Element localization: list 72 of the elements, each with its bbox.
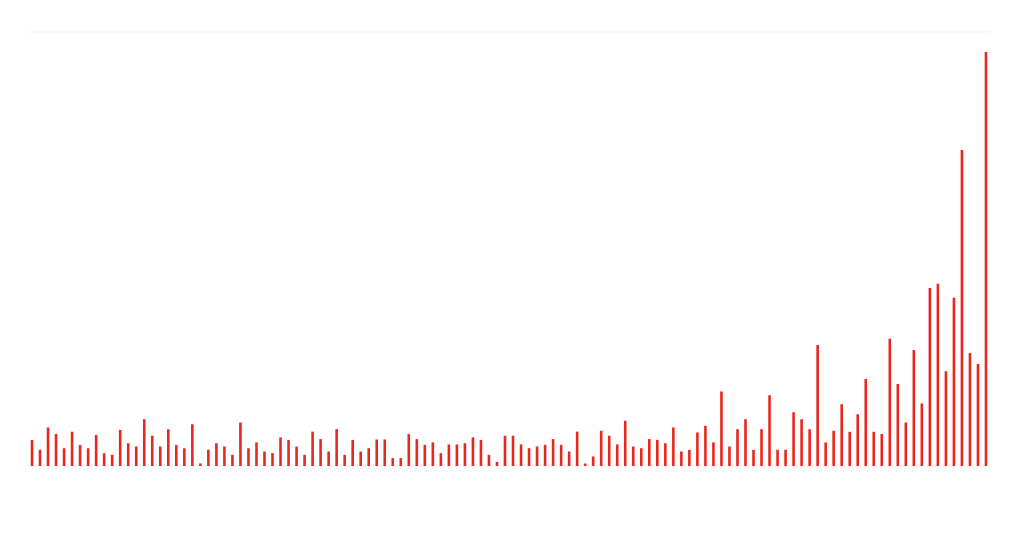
bar (664, 443, 667, 466)
bar (816, 345, 819, 466)
bar (223, 446, 226, 466)
bar (639, 448, 643, 466)
bar (615, 444, 619, 466)
bar (239, 422, 242, 466)
bar (391, 458, 395, 466)
bar (888, 338, 892, 466)
bar (856, 414, 860, 466)
bar (712, 442, 715, 466)
bar (319, 439, 322, 466)
bar (872, 431, 876, 466)
bar (175, 444, 178, 466)
bar (696, 432, 699, 466)
bar (199, 463, 202, 466)
bar (351, 439, 354, 466)
bar (255, 442, 258, 466)
bar (295, 446, 298, 466)
bar (864, 379, 868, 466)
bar (375, 439, 379, 466)
bar (407, 434, 411, 466)
bar (231, 454, 234, 466)
bar (768, 395, 771, 466)
bar (824, 442, 827, 466)
bar (359, 451, 362, 466)
bar (792, 412, 795, 466)
bar (271, 453, 274, 466)
bar (728, 446, 731, 466)
bar (142, 419, 146, 466)
bar (736, 429, 739, 466)
bar (704, 425, 707, 466)
bar (383, 439, 387, 466)
bar (263, 451, 266, 466)
bar (158, 446, 162, 466)
bar (207, 449, 210, 466)
bar (631, 446, 635, 466)
bar (688, 449, 691, 466)
bar (279, 437, 282, 466)
bar (672, 427, 675, 466)
bar (680, 451, 683, 466)
bar (800, 419, 803, 466)
bar (399, 458, 403, 466)
bar (191, 424, 194, 466)
bar (623, 420, 627, 466)
bar (776, 449, 779, 466)
bar (311, 431, 314, 466)
bar (840, 404, 843, 466)
bar (784, 449, 787, 466)
bar (848, 431, 852, 466)
bar (808, 429, 811, 466)
bar (335, 429, 338, 466)
bar (150, 435, 154, 466)
bar (134, 446, 138, 466)
bar (880, 434, 884, 466)
bar (343, 454, 346, 466)
bar (744, 419, 747, 466)
bar (648, 439, 651, 466)
bar (367, 448, 371, 466)
bar (656, 439, 659, 466)
bar (126, 443, 130, 466)
bar (183, 448, 186, 466)
bar (760, 429, 763, 466)
bar (215, 443, 218, 466)
bar (166, 429, 170, 466)
bar (720, 391, 723, 466)
bar (327, 451, 330, 466)
bar (247, 448, 250, 466)
bar (303, 454, 306, 466)
bar (832, 430, 835, 466)
bar (607, 435, 611, 466)
bar (752, 449, 755, 466)
bar (287, 439, 290, 466)
